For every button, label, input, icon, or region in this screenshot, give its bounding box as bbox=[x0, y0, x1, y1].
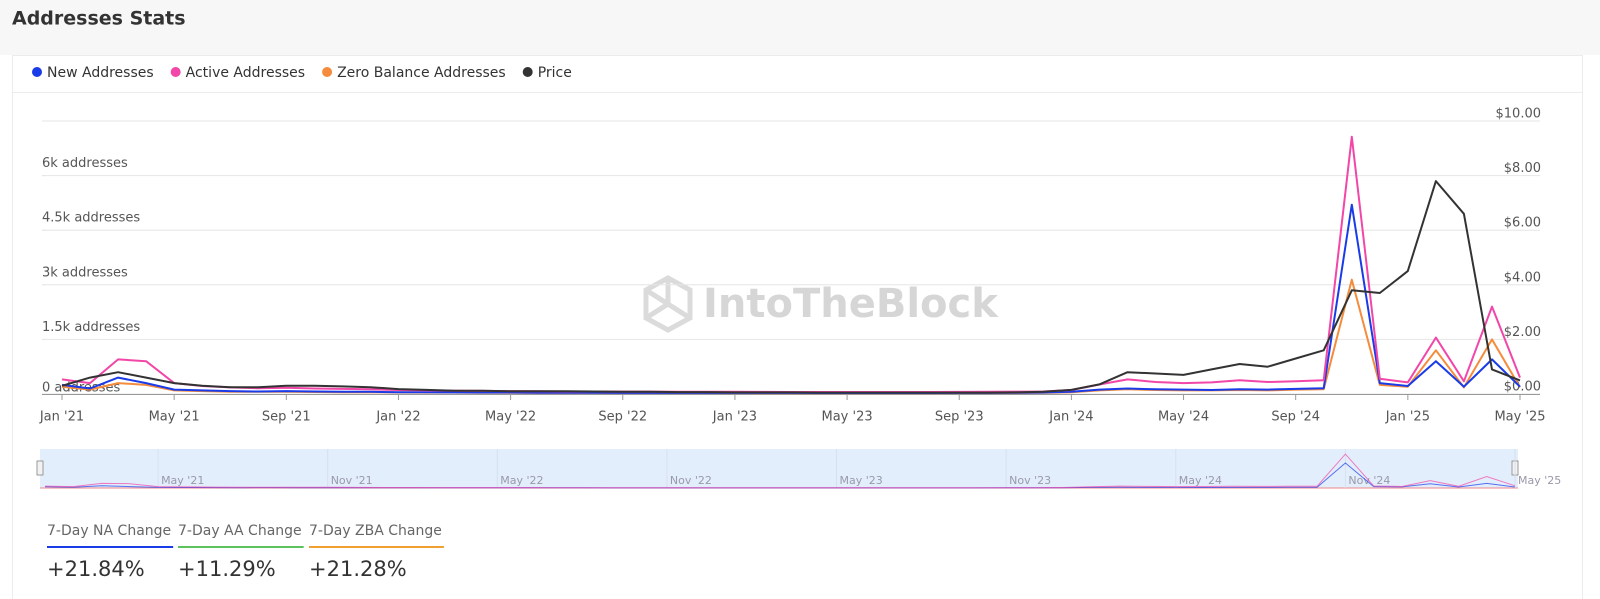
stat-value: +21.28% bbox=[309, 557, 407, 581]
x-tick-label: Jan '22 bbox=[375, 410, 420, 425]
y-tick-label: 4.5k addresses bbox=[42, 211, 140, 226]
legend-label[interactable]: Active Addresses bbox=[186, 65, 305, 81]
stat-value: +21.84% bbox=[47, 557, 145, 581]
navigator-label: May '23 bbox=[840, 474, 883, 487]
y-tick-label: 6k addresses bbox=[42, 156, 128, 171]
legend-marker bbox=[32, 67, 42, 77]
legend-marker bbox=[322, 67, 333, 77]
y2-tick-label: $10.00 bbox=[1496, 107, 1542, 122]
y2-tick-label: $8.00 bbox=[1504, 161, 1541, 176]
stat-label: 7-Day AA Change bbox=[178, 523, 302, 539]
x-tick-label: Jan '23 bbox=[712, 410, 757, 425]
navigator-label: May '25 bbox=[1518, 474, 1561, 487]
navigator-label: Nov '22 bbox=[670, 474, 712, 487]
x-tick-label: May '25 bbox=[1494, 410, 1545, 425]
watermark-text: IntoTheBlock bbox=[703, 281, 999, 327]
x-tick-label: May '22 bbox=[485, 410, 536, 425]
x-tick-label: May '24 bbox=[1158, 410, 1209, 425]
x-tick-label: Sep '21 bbox=[262, 410, 311, 425]
legend-label[interactable]: Zero Balance Addresses bbox=[337, 65, 506, 81]
navigator-label: Nov '23 bbox=[1009, 474, 1051, 487]
y2-tick-label: $2.00 bbox=[1504, 325, 1541, 340]
y2-tick-label: $0.00 bbox=[1504, 380, 1541, 395]
x-tick-label: Jan '21 bbox=[39, 410, 84, 425]
x-tick-label: Jan '25 bbox=[1385, 410, 1430, 425]
series-line bbox=[61, 180, 1521, 394]
x-tick-label: May '23 bbox=[822, 410, 873, 425]
x-tick-label: Sep '23 bbox=[935, 410, 984, 425]
watermark bbox=[643, 275, 693, 333]
header-bar bbox=[0, 0, 1600, 55]
legend-marker bbox=[522, 67, 533, 77]
y-tick-label: 1.5k addresses bbox=[42, 320, 140, 335]
navigator bbox=[40, 449, 1518, 488]
stat-label: 7-Day NA Change bbox=[47, 523, 171, 539]
legend-label[interactable]: Price bbox=[538, 65, 572, 81]
navigator-label: May '22 bbox=[500, 474, 543, 487]
y-tick-label: 3k addresses bbox=[42, 265, 128, 280]
stat-label: 7-Day ZBA Change bbox=[309, 523, 442, 539]
y2-tick-label: $4.00 bbox=[1504, 270, 1541, 285]
stat-value: +11.29% bbox=[178, 557, 276, 581]
x-tick-label: Jan '24 bbox=[1048, 410, 1093, 425]
x-tick-label: Sep '24 bbox=[1271, 410, 1320, 425]
page-title: Addresses Stats bbox=[12, 8, 186, 30]
navigator-line bbox=[44, 453, 1516, 489]
x-tick-label: May '21 bbox=[149, 410, 200, 425]
navigator-label: May '21 bbox=[161, 474, 204, 487]
legend-label[interactable]: New Addresses bbox=[47, 65, 154, 81]
x-tick-label: Sep '22 bbox=[598, 410, 647, 425]
legend-marker bbox=[170, 67, 181, 77]
navigator-label: Nov '21 bbox=[331, 474, 373, 487]
navigator-label: May '24 bbox=[1179, 474, 1222, 487]
y2-tick-label: $6.00 bbox=[1504, 216, 1541, 231]
navigator-handle[interactable] bbox=[36, 460, 44, 476]
watermark-icon bbox=[643, 275, 693, 333]
card bbox=[12, 55, 1583, 599]
